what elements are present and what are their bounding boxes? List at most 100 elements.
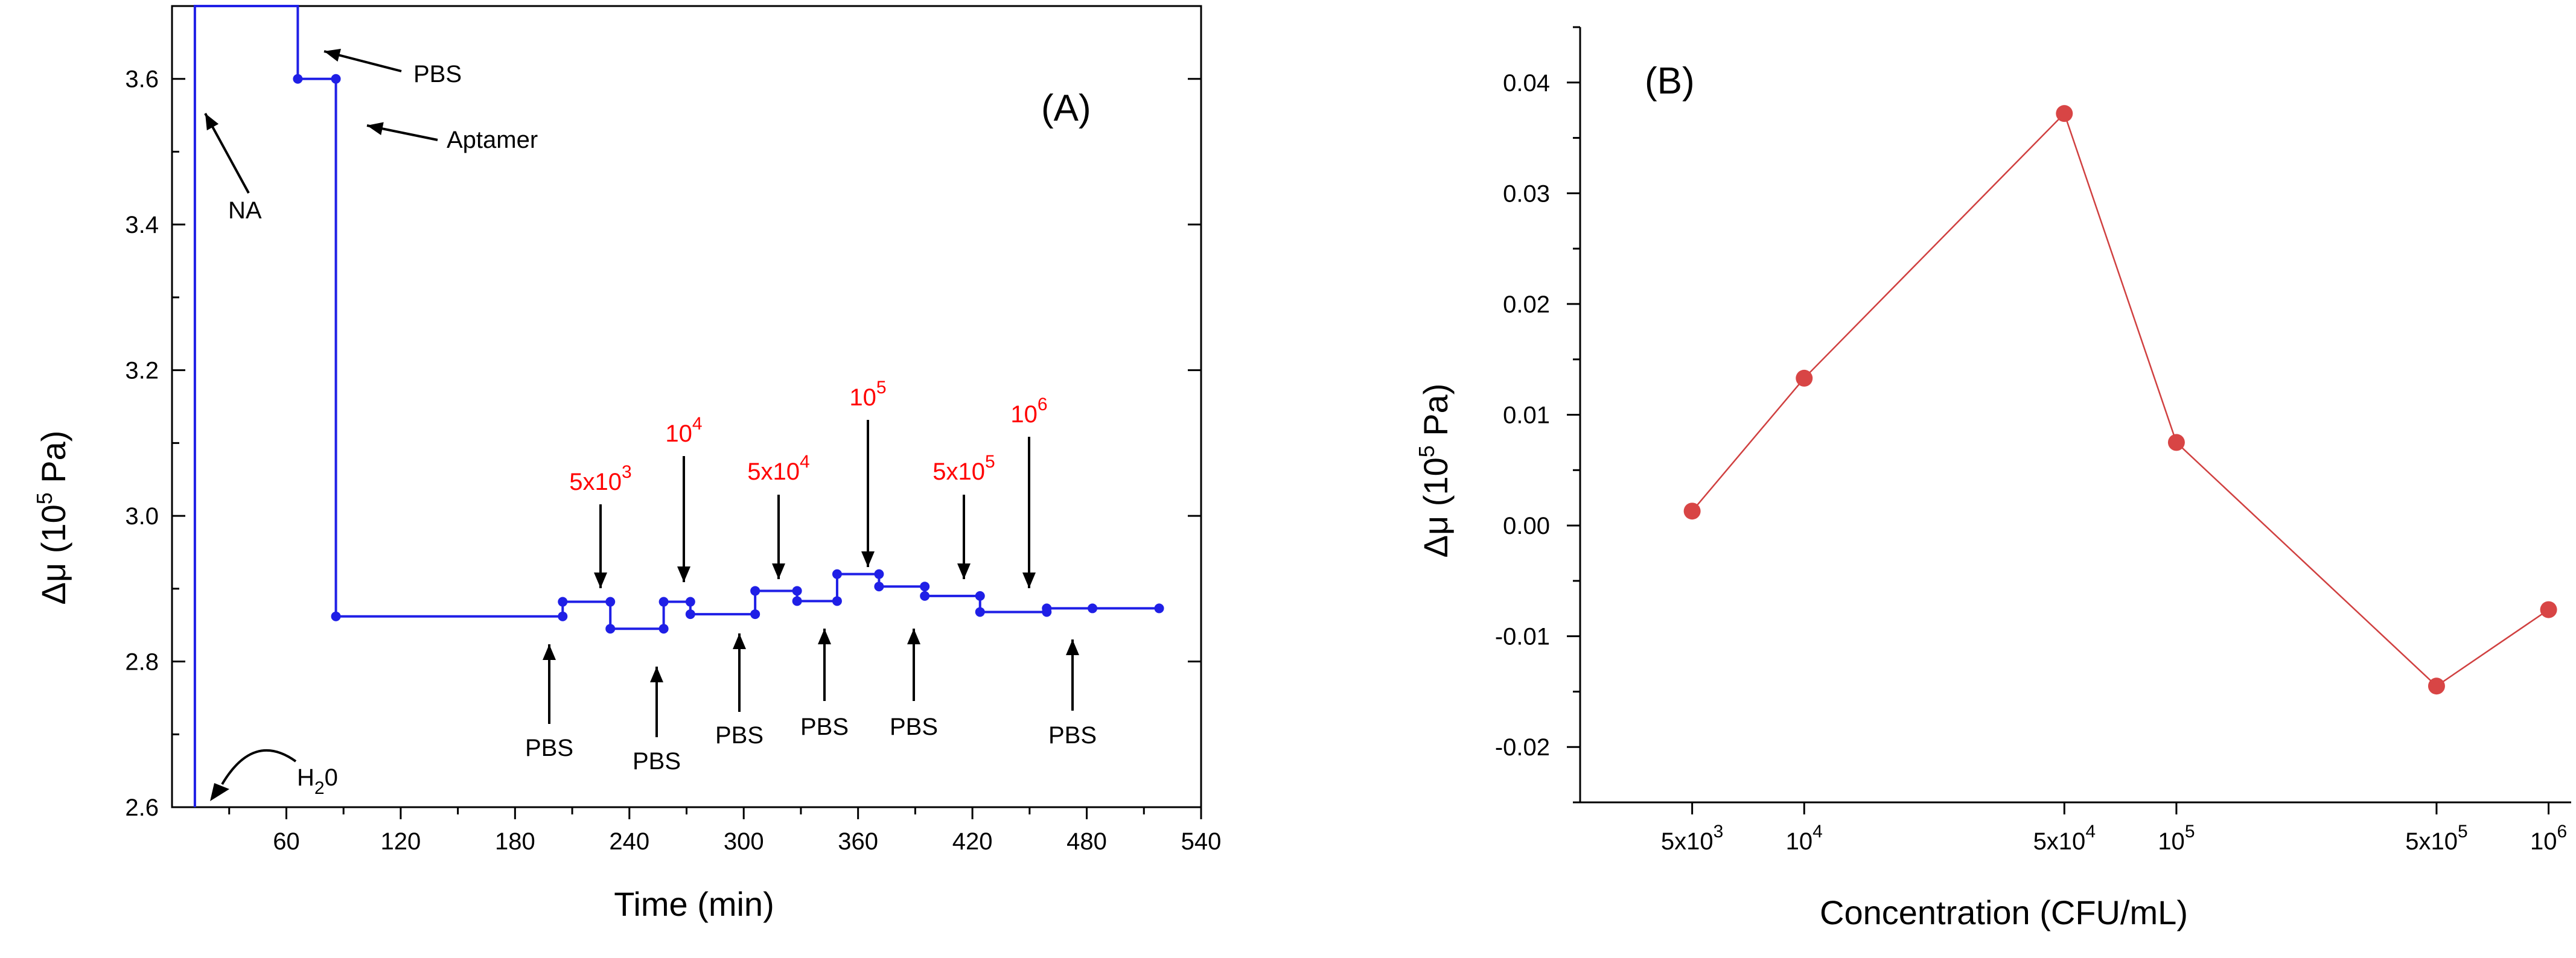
panel-b-series — [1691, 112, 2549, 687]
annotation-concentration-6-base: 10 — [1010, 401, 1038, 428]
panel-a-data-point — [1042, 603, 1052, 614]
panel-a-data-point — [658, 597, 669, 607]
panel-b-data-point — [2056, 105, 2073, 122]
annotation-na: NA — [228, 197, 262, 224]
panel-a-data-point — [1154, 603, 1164, 614]
annotation-concentration-4-base: 10 — [849, 384, 876, 411]
panel-a-y-tick-label: 3.0 — [125, 503, 159, 530]
annotation-concentration-1: 5x103 — [569, 462, 631, 495]
panel-a-x-tick-label: 300 — [724, 828, 764, 855]
panel-b-x-tick-label-exponent: 6 — [2557, 822, 2567, 842]
arrow-conc-3-head — [772, 563, 785, 579]
panel-b-y-axis-title-exponent: 5 — [1414, 445, 1439, 457]
panel-b-data-point — [1796, 369, 1813, 387]
panel-b-y-tick-label: 0.01 — [1503, 402, 1550, 429]
panel-a-x-tick-label: 480 — [1066, 828, 1107, 855]
panel-b-y-axis-title-main: Δμ (10 — [1417, 457, 1455, 557]
panel-a-y-axis-title-main: Δμ (10 — [34, 504, 72, 604]
panel-a-y-ticks: 2.6 2.8 3.0 3.2 3.4 3.6 — [125, 66, 1201, 821]
panel-b-data-point — [2540, 601, 2557, 618]
panel-b-x-tick-label: 106 — [2530, 822, 2567, 855]
panel-a-data-point — [293, 74, 303, 84]
panel-a-data-point — [331, 611, 341, 621]
panel-b-x-ticks: 5x103 104 5x104 105 5x105 106 — [1661, 802, 2567, 855]
arrow-pbs-6-head — [1066, 639, 1079, 655]
panel-a-x-ticks: 60 120 180 240 300 360 420 480 540 — [228, 807, 1221, 855]
panel-b-x-tick-label-base: 10 — [1786, 828, 1813, 855]
panel-a-x-tick-label: 240 — [609, 828, 649, 855]
panel-b-data-point — [1683, 503, 1701, 520]
panel-b-y-tick-label: 0.00 — [1503, 513, 1550, 539]
panel-a-y-tick-label: 2.6 — [125, 795, 159, 821]
panel-b-y-tick-label: -0.01 — [1495, 624, 1550, 650]
panel-a-data-point — [558, 597, 568, 607]
panel-b-y-axis-title-unit: Pa) — [1417, 384, 1455, 446]
panel-b-y-tick-label: -0.02 — [1495, 734, 1550, 761]
panel-b-y-axis-title: Δμ (105 Pa) — [1414, 384, 1455, 558]
panel-b-x-tick-label-base: 10 — [2158, 828, 2185, 855]
panel-a-data-point — [750, 586, 760, 596]
panel-b-y-tick-label: 0.04 — [1503, 70, 1550, 97]
panel-a-y-axis-title-unit: Pa) — [34, 431, 72, 493]
panel-a-data-point — [792, 586, 802, 596]
annotation-h2o: H20 — [297, 764, 338, 798]
panel-a-x-tick-label: 180 — [495, 828, 535, 855]
annotation-concentration-4: 105 — [849, 378, 886, 411]
panel-b-data-point — [2167, 434, 2185, 451]
panel-b-x-tick-label-exponent: 5 — [2458, 822, 2468, 842]
panel-b-series-line — [1691, 112, 2549, 687]
panel-a-data-point — [920, 591, 930, 601]
annotation-pbs-top: PBS — [413, 61, 462, 87]
panel-b-x-tick-label: 5x103 — [1661, 822, 1723, 855]
panel-a-markers — [293, 74, 1164, 634]
panel-b-x-tick-label: 104 — [1786, 822, 1823, 855]
panel-a-annotation-arrows — [204, 48, 1079, 801]
annotation-concentration-5-base: 5x10 — [933, 458, 985, 485]
panel-b-data-point — [2428, 677, 2445, 695]
panel-b-y-tick-label: 0.02 — [1503, 291, 1550, 318]
annotation-concentration-5: 5x105 — [933, 452, 995, 485]
panel-a-data-point — [832, 569, 842, 579]
arrow-pbs-2-head — [650, 667, 663, 682]
panel-b-x-tick-label-base: 5x10 — [1661, 828, 1714, 855]
arrow-pbs-1-head — [543, 644, 556, 660]
panel-a-x-axis-title: Time (min) — [614, 885, 774, 923]
arrow-conc-2-head — [677, 566, 690, 582]
panel-a-data-point — [750, 609, 760, 620]
panel-b-x-tick-label: 105 — [2158, 822, 2195, 855]
panel-a-data-point — [832, 596, 842, 606]
annotation-pbs-1: PBS — [525, 735, 573, 761]
panel-a-data-point — [1088, 603, 1098, 614]
arrow-aptamer-head — [367, 122, 384, 136]
panel-b-x-tick-label-exponent: 4 — [1812, 822, 1823, 842]
annotation-concentration-2-exponent: 4 — [692, 414, 703, 434]
panel-b-x-tick-label-base: 5x10 — [2033, 828, 2086, 855]
panel-a-data-point — [920, 582, 930, 592]
arrow-h2o-head — [210, 783, 229, 801]
panel-a-data-point — [874, 569, 884, 579]
panel-a-x-tick-label: 120 — [381, 828, 421, 855]
panel-a-data-point — [685, 597, 695, 607]
panel-a-y-tick-label: 3.4 — [125, 212, 159, 238]
annotation-concentration-1-base: 5x10 — [569, 469, 622, 495]
panel-a-y-axis-title-exponent: 5 — [32, 492, 57, 504]
annotation-h2o-main: H — [297, 764, 314, 791]
panel-b-markers — [1683, 105, 2557, 695]
panel-a-y-tick-label: 3.2 — [125, 358, 159, 384]
panel-a-y-axis-title: Δμ (105 Pa) — [32, 431, 72, 605]
annotation-aptamer: Aptamer — [447, 127, 538, 153]
annotation-concentration-5-exponent: 5 — [985, 452, 995, 472]
panel-a-data-point — [331, 74, 341, 84]
arrow-h2o-shaft — [221, 749, 297, 785]
annotation-concentration-1-exponent: 3 — [622, 462, 632, 482]
panel-a-x-tick-label: 420 — [952, 828, 993, 855]
annotation-pbs-4: PBS — [800, 714, 849, 740]
panel-b-x-tick-label: 5x105 — [2405, 822, 2467, 855]
annotation-concentration-2-base: 10 — [665, 420, 692, 447]
panel-b-axes — [1579, 27, 2571, 804]
annotation-concentration-6: 106 — [1010, 395, 1047, 428]
annotation-concentration-6-exponent: 6 — [1038, 395, 1048, 414]
panel-b-x-tick-label-exponent: 5 — [2185, 822, 2195, 842]
annotation-concentration-3-exponent: 4 — [800, 452, 810, 472]
